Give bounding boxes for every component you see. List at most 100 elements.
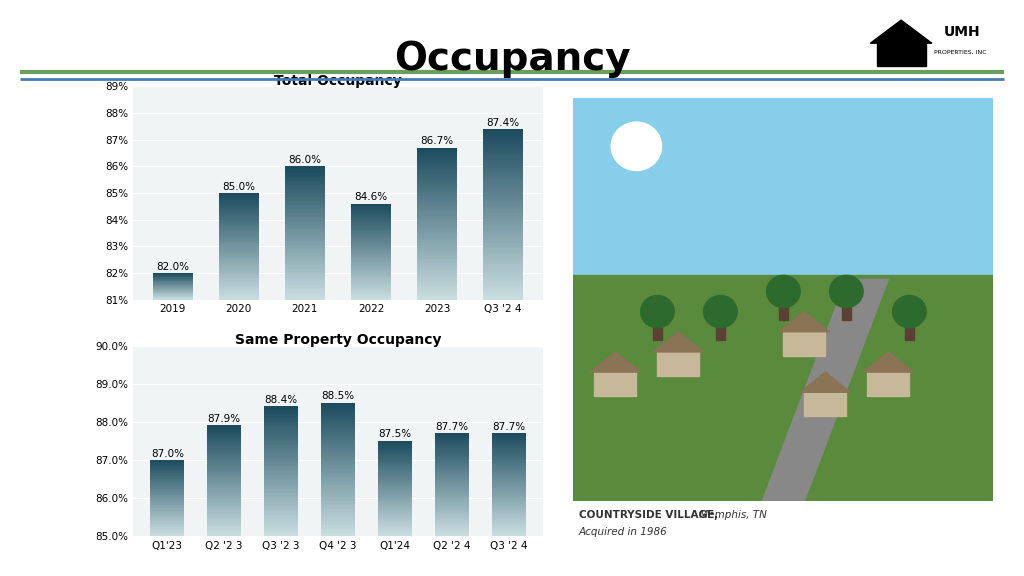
Bar: [151, 495, 184, 496]
Bar: [483, 236, 523, 238]
Bar: [483, 240, 523, 241]
Text: 87.5%: 87.5%: [378, 430, 412, 439]
Bar: [321, 502, 355, 504]
Bar: [351, 215, 391, 216]
Bar: [285, 269, 325, 270]
Bar: [285, 286, 325, 287]
Bar: [483, 241, 523, 243]
Bar: [351, 260, 391, 261]
Bar: [351, 219, 391, 220]
Bar: [434, 490, 469, 491]
Bar: [151, 502, 184, 503]
Bar: [151, 462, 184, 463]
Bar: [434, 520, 469, 521]
Bar: [264, 457, 298, 458]
Bar: [264, 410, 298, 412]
Bar: [434, 445, 469, 446]
Bar: [417, 259, 457, 260]
Bar: [207, 516, 242, 517]
Bar: [151, 485, 184, 486]
Bar: [207, 498, 242, 499]
Bar: [378, 449, 412, 450]
Bar: [716, 320, 725, 340]
Bar: [151, 534, 184, 535]
Bar: [321, 444, 355, 445]
Bar: [151, 488, 184, 489]
Bar: [207, 491, 242, 492]
Bar: [285, 179, 325, 180]
Bar: [351, 294, 391, 295]
Bar: [321, 458, 355, 460]
Bar: [351, 286, 391, 287]
Bar: [219, 210, 259, 211]
Bar: [351, 236, 391, 237]
Bar: [492, 500, 525, 501]
Bar: [492, 509, 525, 510]
Bar: [492, 499, 525, 500]
Bar: [321, 483, 355, 484]
Bar: [378, 535, 412, 536]
Bar: [351, 279, 391, 281]
Bar: [207, 458, 242, 460]
Bar: [321, 431, 355, 432]
Bar: [434, 497, 469, 498]
Bar: [351, 259, 391, 260]
Bar: [321, 453, 355, 454]
Bar: [285, 204, 325, 205]
Bar: [264, 415, 298, 417]
Bar: [378, 495, 412, 496]
Bar: [285, 254, 325, 256]
Bar: [483, 206, 523, 207]
Bar: [417, 204, 457, 206]
Bar: [321, 535, 355, 536]
Bar: [653, 320, 662, 340]
Bar: [264, 489, 298, 490]
Bar: [492, 480, 525, 482]
Bar: [264, 521, 298, 523]
Bar: [483, 187, 523, 189]
Bar: [219, 286, 259, 287]
Text: Total Occupancy: Total Occupancy: [274, 74, 401, 88]
Bar: [321, 448, 355, 449]
Bar: [151, 478, 184, 479]
Bar: [417, 221, 457, 222]
Bar: [378, 482, 412, 483]
Bar: [434, 452, 469, 453]
Bar: [219, 249, 259, 251]
Bar: [483, 293, 523, 294]
Bar: [492, 530, 525, 532]
Bar: [207, 495, 242, 496]
Bar: [351, 218, 391, 219]
Bar: [264, 461, 298, 462]
Bar: [151, 463, 184, 464]
Bar: [351, 276, 391, 278]
Bar: [417, 173, 457, 175]
Bar: [378, 478, 412, 479]
Bar: [434, 518, 469, 519]
Bar: [378, 531, 412, 532]
Bar: [207, 492, 242, 494]
Bar: [434, 484, 469, 486]
Bar: [264, 423, 298, 425]
Bar: [285, 283, 325, 285]
Bar: [151, 470, 184, 471]
Bar: [207, 432, 242, 433]
Text: 86.0%: 86.0%: [289, 155, 322, 165]
Bar: [492, 457, 525, 458]
Bar: [378, 455, 412, 456]
Bar: [285, 197, 325, 198]
Bar: [417, 249, 457, 251]
Bar: [434, 524, 469, 525]
Bar: [351, 239, 391, 240]
Bar: [417, 170, 457, 172]
Bar: [285, 207, 325, 209]
Bar: [434, 441, 469, 442]
Bar: [434, 435, 469, 436]
Bar: [434, 454, 469, 456]
Bar: [264, 412, 298, 413]
Bar: [285, 180, 325, 181]
Bar: [151, 512, 184, 513]
Bar: [378, 453, 412, 454]
Bar: [219, 222, 259, 223]
Bar: [351, 270, 391, 271]
